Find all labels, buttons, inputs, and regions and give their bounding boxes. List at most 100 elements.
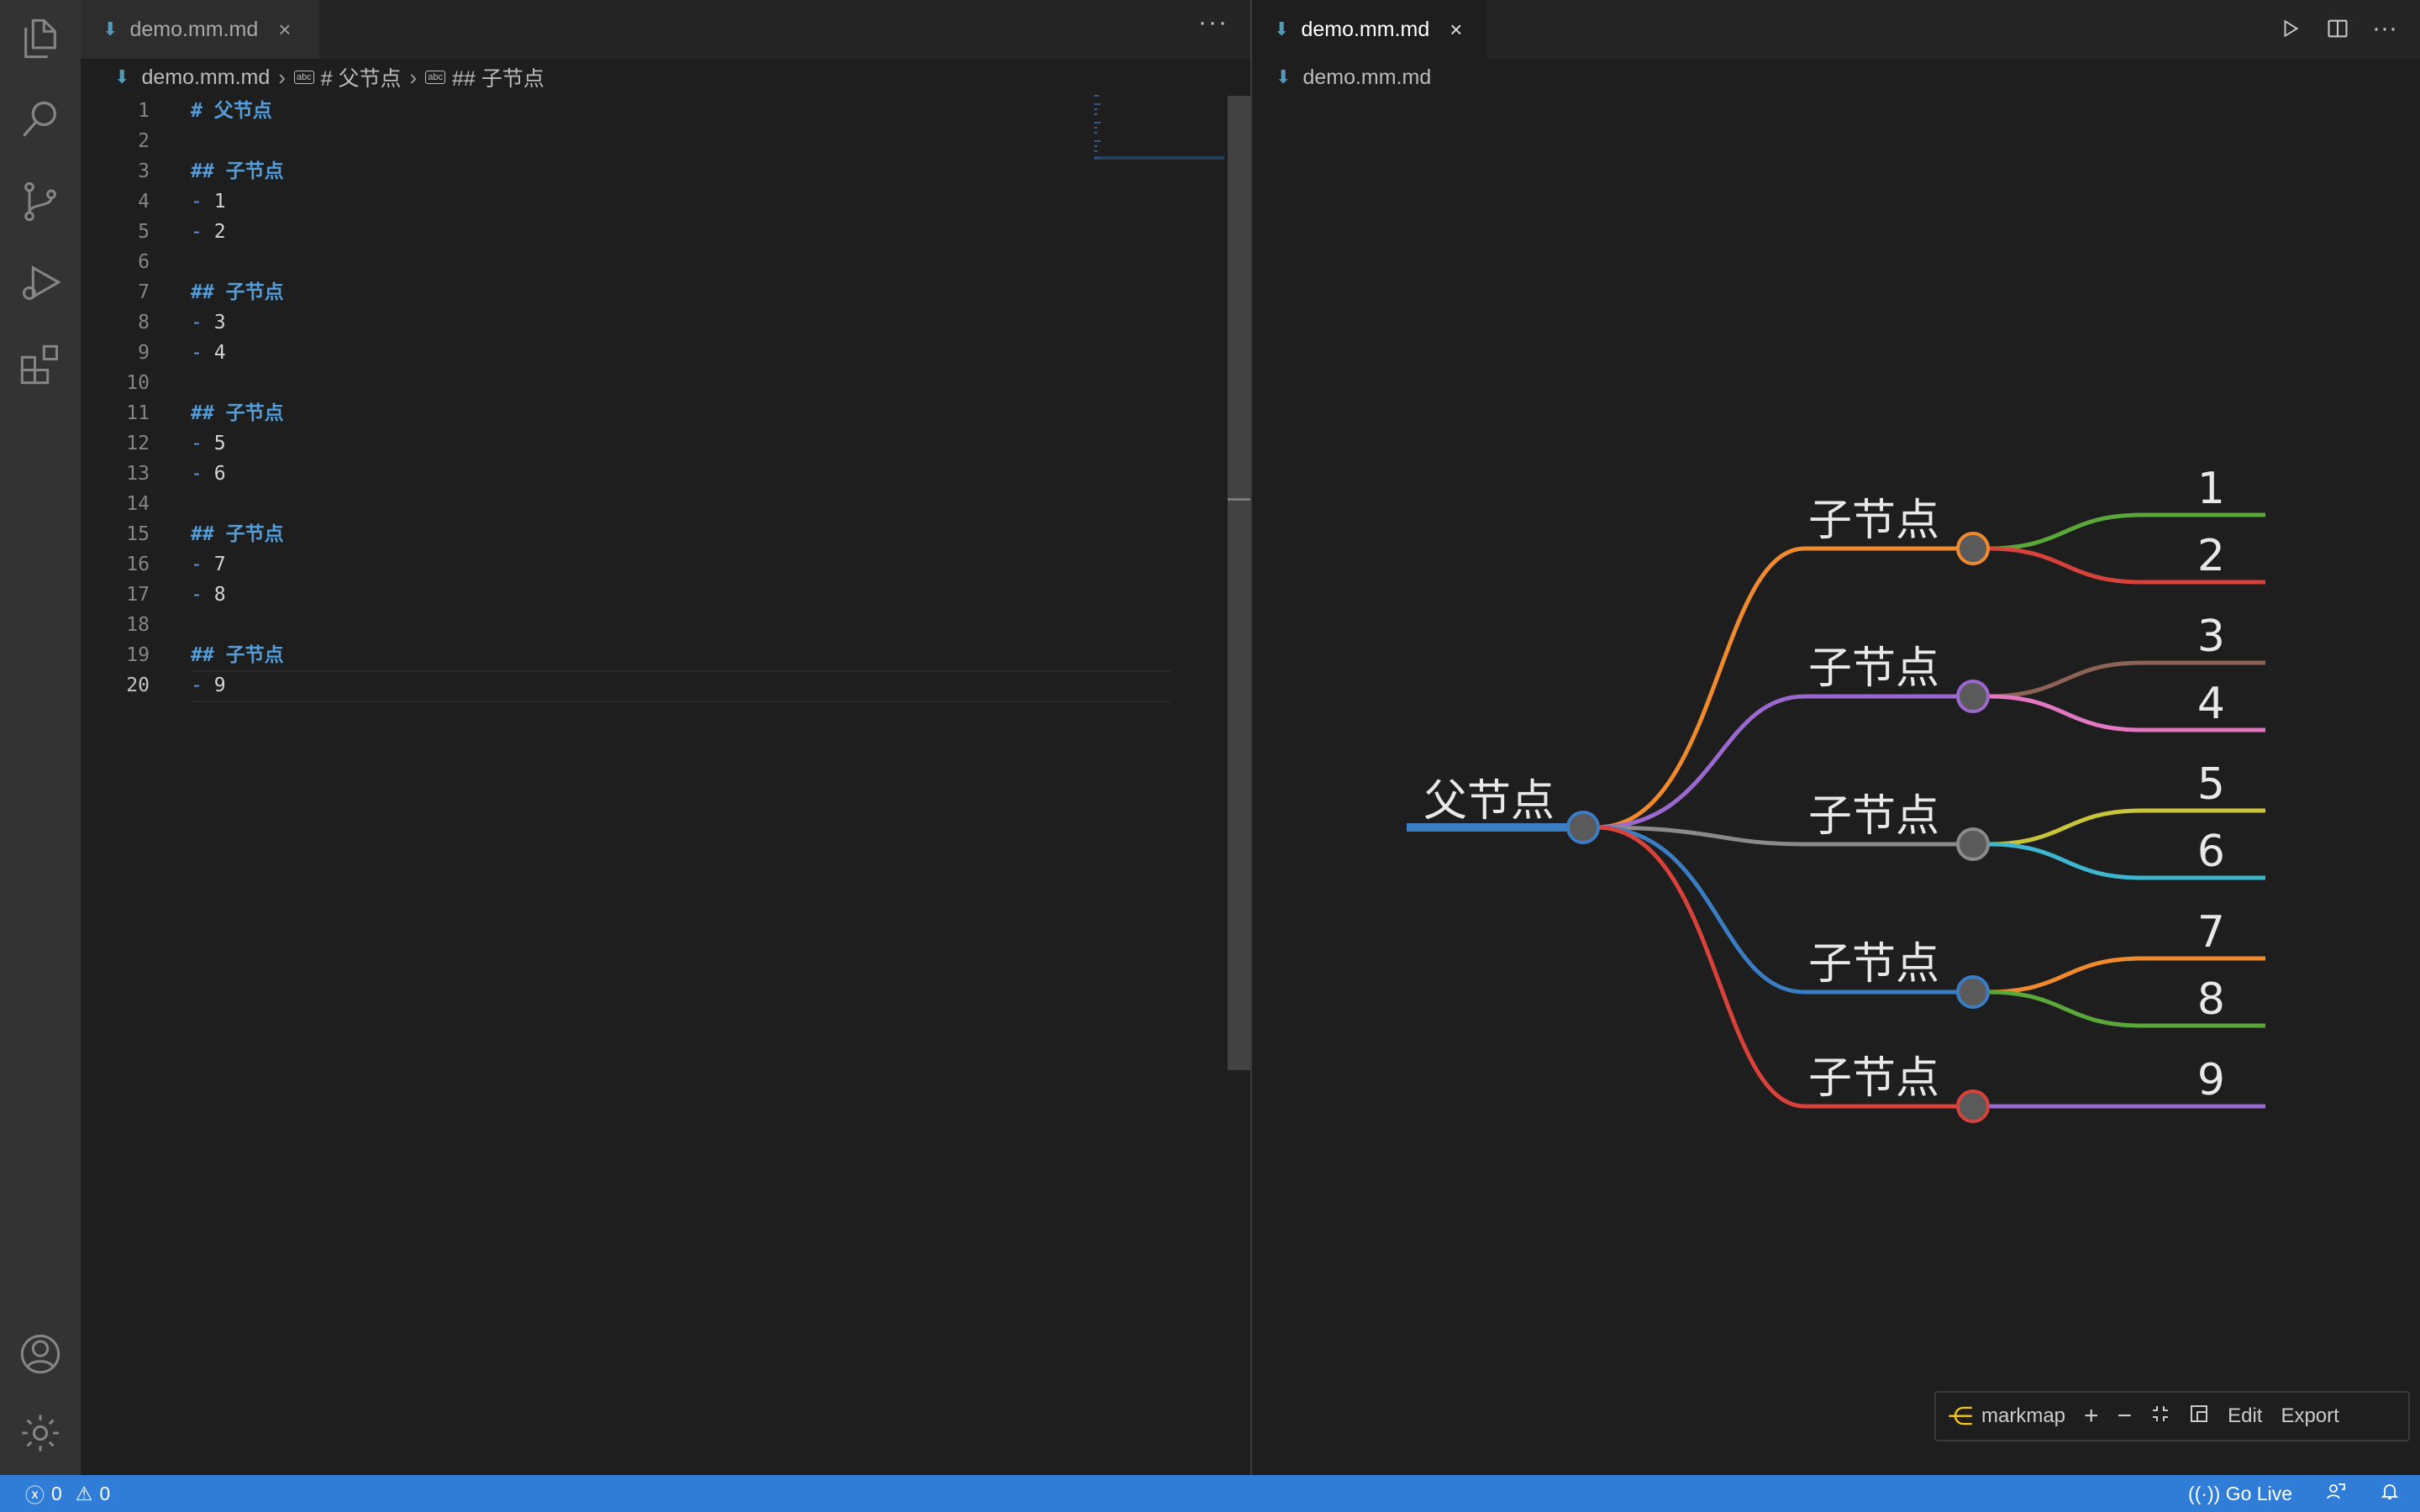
tab-label: demo.mm.md — [129, 17, 259, 41]
leaf-node-label: 9 — [2197, 1055, 2225, 1105]
code-line[interactable]: 10 — [81, 368, 1089, 398]
markmap-brand[interactable]: markmap — [1981, 1404, 2066, 1427]
line-number: 2 — [138, 130, 150, 152]
warning-count: 0 — [99, 1482, 111, 1504]
run-debug-icon[interactable] — [18, 260, 62, 304]
line-number: 5 — [138, 221, 150, 243]
list-item-text: - 4 — [191, 338, 226, 368]
child-node-toggle[interactable] — [1956, 680, 1990, 713]
root-node-toggle[interactable] — [1566, 811, 1600, 844]
run-icon[interactable] — [2277, 12, 2304, 45]
list-marker: - — [191, 584, 203, 606]
extensions-icon[interactable] — [18, 343, 62, 386]
close-icon[interactable]: × — [1449, 16, 1463, 42]
code-line[interactable]: 1 # 父节点 — [81, 96, 1089, 126]
status-right: ((·)) Go Live — [2188, 1481, 2400, 1506]
code-line[interactable]: 11 ## 子节点 — [81, 398, 1089, 428]
breadcrumb-file[interactable]: demo.mm.md — [1302, 65, 1432, 89]
list-item-text: - 9 — [191, 670, 226, 701]
line-number: 14 — [126, 493, 150, 515]
notifications-bell-icon[interactable] — [2380, 1481, 2400, 1506]
leaf-node-label: 3 — [2197, 612, 2225, 662]
code-line[interactable]: 4 - 1 — [81, 186, 1089, 217]
code-line[interactable]: 6 — [81, 247, 1089, 277]
child-node-label: 子节点 — [1808, 939, 1939, 990]
breadcrumb-file[interactable]: demo.mm.md — [141, 65, 271, 89]
markmap-toolbar: ⋲ markmap + − Edit Export — [1934, 1391, 2410, 1441]
search-icon[interactable] — [18, 97, 62, 141]
line-number: 9 — [138, 342, 150, 364]
heading-text: ## 子节点 — [191, 277, 284, 307]
line-content: 子节点 — [225, 160, 284, 182]
markdown-file-icon: ⬇ — [103, 18, 118, 39]
source-control-icon[interactable] — [18, 180, 62, 223]
zoom-in-button[interactable]: + — [2084, 1402, 2099, 1430]
leaf-branch-line — [1987, 512, 2265, 551]
explorer-icon[interactable] — [18, 17, 62, 60]
code-line[interactable]: 20 - 9 — [81, 670, 1171, 702]
fit-window-icon[interactable] — [2150, 1404, 2170, 1430]
code-line[interactable]: 13 - 6 — [81, 459, 1089, 489]
minimap[interactable] — [1094, 94, 1109, 161]
code-line[interactable]: 8 - 3 — [81, 307, 1089, 338]
accounts-icon[interactable] — [18, 1332, 62, 1376]
code-line[interactable]: 12 - 5 — [81, 428, 1089, 459]
tab-demo-mm-md-right[interactable]: ⬇ demo.mm.md × — [1252, 0, 1487, 59]
left-editor-group: ⬇ demo.mm.md × ··· ⬇ demo.mm.md › abc # … — [81, 0, 1250, 1475]
error-count: 0 — [51, 1482, 62, 1504]
heading-text: ## 子节点 — [191, 398, 284, 428]
code-line[interactable]: 9 - 4 — [81, 338, 1089, 368]
heading-marker: ## — [191, 402, 214, 424]
line-content: 2 — [213, 221, 226, 243]
code-line[interactable]: 3 ## 子节点 — [81, 156, 1089, 186]
child-node-toggle[interactable] — [1956, 1089, 1990, 1123]
child-node-toggle[interactable] — [1956, 827, 1990, 861]
heading-marker: ## — [191, 523, 214, 545]
heading-marker: ## — [191, 281, 214, 303]
go-live-button[interactable]: ((·)) Go Live — [2188, 1483, 2292, 1505]
feedback-icon[interactable] — [2326, 1481, 2346, 1506]
more-actions-icon[interactable]: ··· — [1198, 8, 1228, 36]
code-line[interactable]: 7 ## 子节点 — [81, 277, 1089, 307]
go-live-label: Go Live — [2225, 1482, 2292, 1504]
code-line[interactable]: 15 ## 子节点 — [81, 519, 1089, 549]
edit-button[interactable]: Edit — [2228, 1404, 2263, 1427]
tab-demo-mm-md-left[interactable]: ⬇ demo.mm.md × — [81, 0, 319, 59]
line-content: 6 — [213, 463, 226, 485]
string-symbol-icon: abc — [425, 71, 445, 84]
leaf-branch-line — [1987, 990, 2265, 1028]
minimap-viewport[interactable] — [1094, 156, 1224, 160]
export-button[interactable]: Export — [2281, 1404, 2339, 1427]
list-item-text: - 6 — [191, 459, 226, 489]
chevron-right-icon: › — [409, 64, 418, 90]
toggle-recursive-icon[interactable] — [2189, 1404, 2209, 1430]
code-line[interactable]: 14 — [81, 489, 1089, 519]
heading-marker: ## — [191, 644, 214, 666]
child-node-toggle[interactable] — [1956, 975, 1990, 1009]
markdown-file-icon: ⬇ — [114, 66, 130, 87]
code-line[interactable]: 17 - 8 — [81, 580, 1089, 610]
line-number: 17 — [126, 584, 150, 606]
code-line[interactable]: 16 - 7 — [81, 549, 1089, 580]
line-content: 父节点 — [213, 100, 272, 122]
close-icon[interactable]: × — [278, 16, 292, 42]
split-editor-icon[interactable] — [2324, 12, 2351, 45]
more-actions-icon[interactable]: ··· — [2372, 14, 2397, 42]
problems-indicator[interactable]: ⓧ 0 ⚠ 0 — [25, 1479, 110, 1508]
settings-gear-icon[interactable] — [18, 1411, 62, 1455]
zoom-out-button[interactable]: − — [2117, 1402, 2133, 1430]
leaf-node-label: 8 — [2197, 974, 2225, 1025]
code-line[interactable]: 18 — [81, 610, 1089, 640]
leaf-node-label: 6 — [2197, 827, 2225, 877]
line-content: 子节点 — [225, 644, 284, 666]
breadcrumb-heading-1[interactable]: # 父节点 — [320, 67, 402, 91]
breadcrumb-heading-2[interactable]: ## 子节点 — [451, 67, 544, 91]
vertical-scrollbar[interactable] — [1228, 96, 1250, 1070]
code-line[interactable]: 19 ## 子节点 — [81, 640, 1089, 670]
code-line[interactable]: 5 - 2 — [81, 217, 1089, 247]
child-node-toggle[interactable] — [1956, 532, 1990, 565]
code-line[interactable]: 2 — [81, 126, 1089, 156]
editor-split-divider[interactable] — [1250, 0, 1252, 1475]
